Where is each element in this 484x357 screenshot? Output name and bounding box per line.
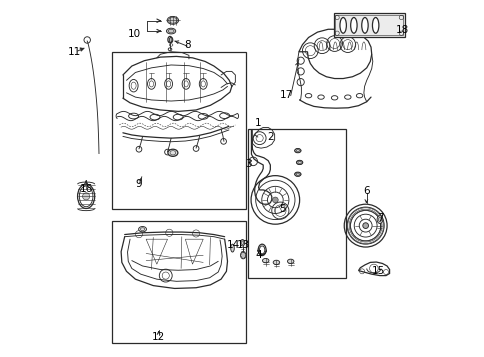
Text: 17: 17 [280, 90, 293, 100]
Text: 8: 8 [183, 40, 190, 50]
Ellipse shape [287, 259, 293, 263]
Ellipse shape [339, 17, 346, 33]
Ellipse shape [377, 216, 382, 223]
Ellipse shape [262, 258, 268, 263]
Ellipse shape [372, 17, 378, 33]
Text: 6: 6 [363, 186, 369, 196]
Ellipse shape [350, 17, 356, 33]
Ellipse shape [230, 244, 234, 252]
Circle shape [82, 193, 90, 200]
Text: 9: 9 [136, 179, 142, 189]
Text: 16: 16 [79, 184, 92, 194]
Ellipse shape [169, 37, 172, 43]
Text: 10: 10 [128, 29, 141, 39]
Bar [112, 52, 245, 209]
Text: 7: 7 [376, 213, 382, 223]
Text: 5: 5 [279, 204, 285, 214]
Bar [333, 13, 404, 37]
Bar [247, 129, 345, 278]
Text: 18: 18 [395, 25, 408, 35]
Text: 1: 1 [255, 118, 261, 128]
Ellipse shape [240, 252, 245, 259]
Ellipse shape [167, 149, 178, 156]
Bar [334, 15, 402, 35]
Ellipse shape [138, 227, 146, 232]
Text: 15: 15 [371, 266, 384, 276]
Ellipse shape [167, 16, 178, 24]
Ellipse shape [361, 17, 367, 33]
Ellipse shape [294, 149, 301, 153]
Text: 14: 14 [227, 240, 240, 250]
Bar [112, 221, 245, 343]
Circle shape [272, 197, 278, 203]
Ellipse shape [296, 160, 302, 165]
Ellipse shape [272, 260, 279, 265]
Text: 4: 4 [255, 250, 261, 260]
Ellipse shape [294, 172, 301, 176]
Text: 3: 3 [245, 159, 252, 169]
Ellipse shape [166, 28, 175, 34]
Circle shape [362, 223, 368, 228]
Text: 12: 12 [151, 332, 165, 342]
Ellipse shape [240, 240, 244, 246]
Text: 2: 2 [267, 132, 273, 142]
Text: 13: 13 [236, 240, 249, 250]
Text: 11: 11 [67, 47, 80, 57]
